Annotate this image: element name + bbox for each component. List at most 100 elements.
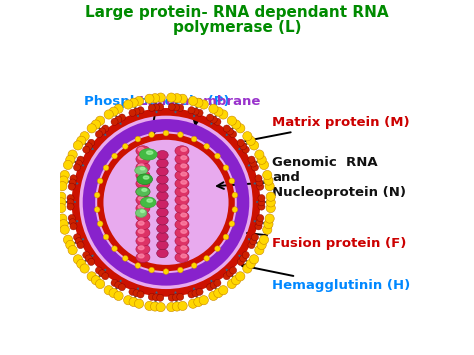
- Circle shape: [188, 106, 195, 114]
- Circle shape: [129, 297, 138, 307]
- Circle shape: [163, 130, 169, 136]
- Ellipse shape: [181, 229, 187, 233]
- Circle shape: [246, 259, 255, 268]
- Ellipse shape: [136, 219, 150, 230]
- Circle shape: [210, 116, 217, 123]
- Circle shape: [148, 104, 155, 111]
- Circle shape: [59, 176, 68, 185]
- Circle shape: [243, 132, 252, 141]
- Ellipse shape: [136, 244, 150, 254]
- Ellipse shape: [157, 241, 168, 250]
- Circle shape: [104, 110, 113, 119]
- Ellipse shape: [138, 197, 144, 201]
- Circle shape: [249, 255, 259, 264]
- Circle shape: [73, 164, 81, 171]
- Text: Fusion protein (F): Fusion protein (F): [247, 230, 407, 250]
- Ellipse shape: [140, 197, 156, 208]
- Ellipse shape: [139, 149, 157, 160]
- Circle shape: [95, 267, 102, 274]
- Ellipse shape: [157, 151, 168, 159]
- Circle shape: [240, 255, 247, 262]
- Circle shape: [266, 198, 275, 207]
- Circle shape: [75, 160, 82, 167]
- Ellipse shape: [157, 208, 168, 217]
- Ellipse shape: [141, 210, 145, 213]
- Circle shape: [67, 199, 74, 206]
- Circle shape: [266, 192, 275, 201]
- Circle shape: [194, 297, 203, 307]
- Circle shape: [109, 288, 118, 297]
- Ellipse shape: [136, 162, 150, 173]
- Circle shape: [196, 288, 203, 295]
- Circle shape: [67, 203, 74, 210]
- Circle shape: [149, 132, 155, 137]
- Circle shape: [104, 285, 113, 295]
- Circle shape: [145, 94, 154, 103]
- Circle shape: [236, 272, 245, 281]
- Circle shape: [173, 94, 182, 103]
- Circle shape: [156, 93, 165, 102]
- Ellipse shape: [140, 167, 145, 170]
- Circle shape: [77, 156, 84, 163]
- Circle shape: [256, 179, 263, 186]
- Circle shape: [57, 203, 66, 213]
- Circle shape: [91, 120, 100, 129]
- Ellipse shape: [157, 191, 168, 201]
- Circle shape: [191, 263, 197, 268]
- Circle shape: [265, 214, 274, 223]
- Circle shape: [96, 279, 105, 289]
- Circle shape: [153, 104, 160, 111]
- Circle shape: [204, 143, 210, 149]
- Text: polymerase (L): polymerase (L): [173, 20, 301, 34]
- Ellipse shape: [157, 175, 168, 184]
- Circle shape: [94, 207, 100, 212]
- Circle shape: [255, 223, 262, 230]
- Ellipse shape: [157, 167, 168, 176]
- Circle shape: [258, 195, 265, 202]
- Ellipse shape: [181, 180, 187, 184]
- Circle shape: [191, 136, 197, 142]
- Ellipse shape: [136, 203, 150, 213]
- Circle shape: [103, 234, 109, 240]
- Circle shape: [248, 156, 255, 163]
- Ellipse shape: [136, 195, 150, 205]
- Circle shape: [156, 302, 165, 312]
- Circle shape: [157, 103, 164, 110]
- Circle shape: [114, 291, 123, 300]
- Circle shape: [145, 301, 154, 311]
- Circle shape: [80, 132, 89, 141]
- Ellipse shape: [138, 254, 144, 258]
- Circle shape: [77, 136, 86, 146]
- Circle shape: [67, 195, 74, 202]
- Circle shape: [251, 164, 258, 171]
- Circle shape: [243, 264, 252, 273]
- Ellipse shape: [175, 203, 189, 213]
- Ellipse shape: [175, 187, 189, 197]
- Circle shape: [227, 116, 237, 125]
- Circle shape: [248, 241, 255, 248]
- Circle shape: [177, 293, 184, 300]
- Ellipse shape: [136, 146, 150, 156]
- Circle shape: [223, 234, 229, 240]
- Ellipse shape: [175, 146, 189, 156]
- Circle shape: [240, 143, 247, 150]
- Circle shape: [104, 140, 228, 264]
- Circle shape: [167, 302, 176, 312]
- Circle shape: [236, 124, 245, 133]
- Ellipse shape: [138, 189, 144, 192]
- Ellipse shape: [138, 237, 144, 241]
- Circle shape: [209, 104, 218, 114]
- Ellipse shape: [181, 205, 187, 209]
- Circle shape: [68, 214, 75, 222]
- Circle shape: [133, 290, 140, 297]
- Circle shape: [207, 114, 214, 121]
- Ellipse shape: [175, 219, 189, 230]
- Ellipse shape: [138, 164, 144, 168]
- Circle shape: [135, 299, 144, 308]
- Circle shape: [178, 301, 187, 311]
- Circle shape: [58, 181, 67, 191]
- Circle shape: [178, 132, 183, 137]
- Circle shape: [129, 109, 136, 116]
- Circle shape: [64, 160, 73, 170]
- Ellipse shape: [138, 246, 144, 250]
